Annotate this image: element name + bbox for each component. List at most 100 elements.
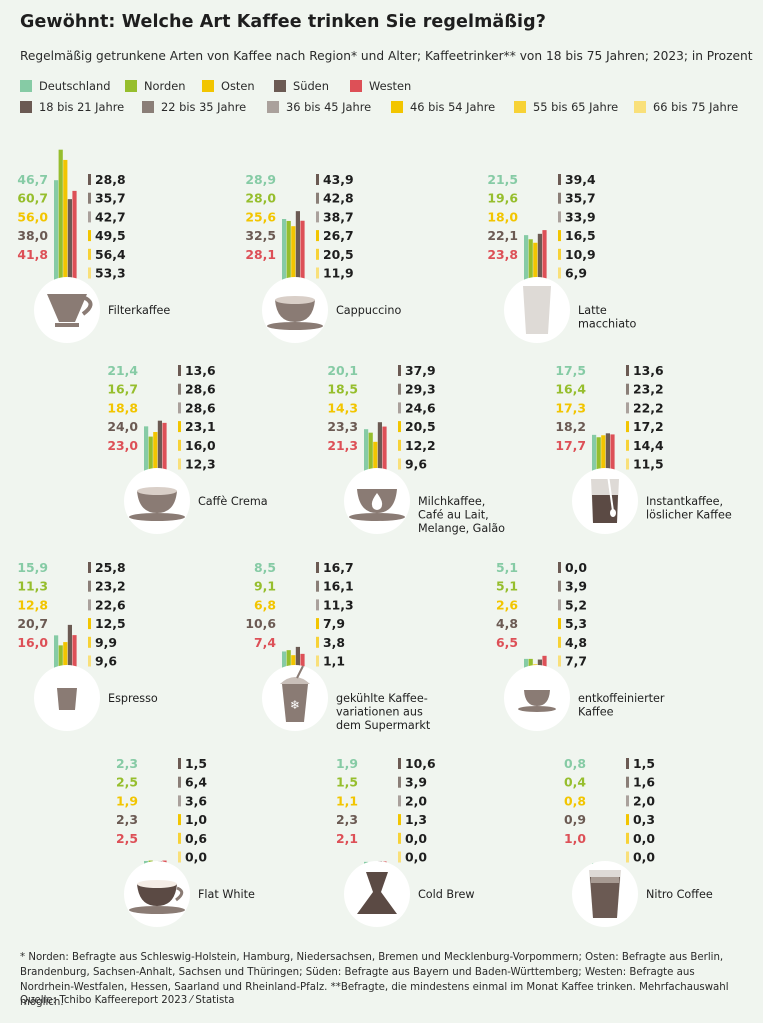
age-tick [398,795,401,807]
age-value-label: 23,1 [185,419,216,434]
age-tick [626,383,629,395]
age-tick [316,230,319,242]
region-bar [148,436,153,473]
category-label: Latte [578,304,607,317]
age-tick [398,458,401,470]
region-value-label: 9,1 [254,579,276,594]
region-value-label: 14,3 [327,400,358,415]
region-value-label: 12,8 [17,597,48,612]
age-tick [558,636,561,648]
legend-swatch [267,101,279,113]
cold-brew-icon [357,872,397,914]
region-value-label: 24,0 [107,419,138,434]
legend-swatch [202,80,214,92]
age-value-label: 16,0 [185,438,216,453]
region-bar [596,437,601,473]
age-tick [88,248,91,260]
age-value-label: 13,6 [633,363,664,378]
age-tick [558,618,561,630]
age-value-label: 39,4 [565,172,596,187]
age-value-label: 42,8 [323,191,354,206]
age-tick [178,421,181,433]
age-value-label: 35,7 [95,191,126,206]
milk-coffee-icon [349,489,405,521]
caffe-crema-icon [129,487,185,521]
region-bar [610,434,615,473]
age-tick [88,267,91,279]
age-tick [626,758,629,769]
region-bar [72,635,77,670]
region-bar [144,426,149,473]
age-tick [178,383,181,395]
region-value-label: 23,3 [327,419,358,434]
region-bar [300,220,305,282]
region-bar [537,659,542,670]
age-value-label: 1,0 [185,812,207,827]
decaf-coffee-icon [518,690,556,712]
legend-label: 18 bis 21 Jahre [39,100,125,114]
region-bar [368,432,373,473]
age-tick [398,814,401,826]
age-value-label: 6,9 [565,266,587,281]
cappuccino-icon [267,296,323,330]
legend-label: 66 bis 75 Jahre [653,100,739,114]
age-tick [178,439,181,451]
category-panel: 1,9 1,5 1,1 2,3 2,1 10,6 3,9 2,0 1,3 0,0 0,0 Cold B… [336,756,474,927]
region-value-label: 5,1 [496,560,518,575]
category-label: Café au Lait, [418,509,489,522]
region-value-label: 15,9 [17,560,48,575]
region-value-label: 28,0 [245,191,276,206]
age-value-label: 0,0 [405,850,427,865]
age-tick [558,211,561,223]
age-value-label: 0,0 [633,831,655,846]
age-value-label: 28,6 [185,400,216,415]
category-label: Flat White [198,888,255,901]
age-value-label: 12,2 [405,438,436,453]
age-value-label: 20,5 [323,247,354,262]
age-value-label: 28,6 [185,382,216,397]
age-value-label: 16,5 [565,228,596,243]
region-bar [295,646,300,670]
age-tick [558,230,561,242]
age-tick [626,814,629,826]
region-value-label: 2,3 [116,756,138,771]
region-bar [592,434,597,473]
age-tick [316,580,319,592]
age-value-label: 12,3 [185,457,216,472]
age-value-label: 10,6 [405,756,436,771]
age-value-label: 11,3 [323,597,354,612]
category-panel: 8,5 9,1 6,8 10,6 7,4 16,7 16,1 11,3 7,9 3,8 1,1 ❄ ge… [245,560,430,732]
age-value-label: 13,6 [185,363,216,378]
legend-label: Süden [293,79,329,93]
region-bar [364,429,369,473]
category-label: Melange, Galão [418,522,505,535]
region-value-label: 18,0 [487,209,518,224]
region-bar [72,190,77,282]
region-value-label: 38,0 [17,228,48,243]
region-value-label: 6,8 [254,597,276,612]
age-tick [626,776,629,788]
age-tick [178,832,181,844]
region-value-label: 22,1 [487,228,518,243]
region-bar [605,433,610,473]
age-value-label: 38,7 [323,209,354,224]
age-value-label: 49,5 [95,228,126,243]
legend-label: Osten [221,79,255,93]
age-tick [88,562,91,573]
age-tick [398,851,401,863]
region-value-label: 17,5 [555,363,586,378]
region-value-label: 23,0 [107,438,138,453]
age-value-label: 3,6 [185,793,207,808]
age-value-label: 1,5 [633,756,655,771]
age-tick [178,402,181,414]
age-tick [626,365,629,376]
age-value-label: 56,4 [95,247,126,262]
region-value-label: 56,0 [17,209,48,224]
age-tick [178,795,181,807]
region-value-label: 16,0 [17,635,48,650]
region-value-label: 28,9 [245,172,276,187]
region-bar [54,635,59,670]
age-value-label: 0,3 [633,812,655,827]
region-bar [382,426,387,473]
age-value-label: 9,9 [95,635,117,650]
